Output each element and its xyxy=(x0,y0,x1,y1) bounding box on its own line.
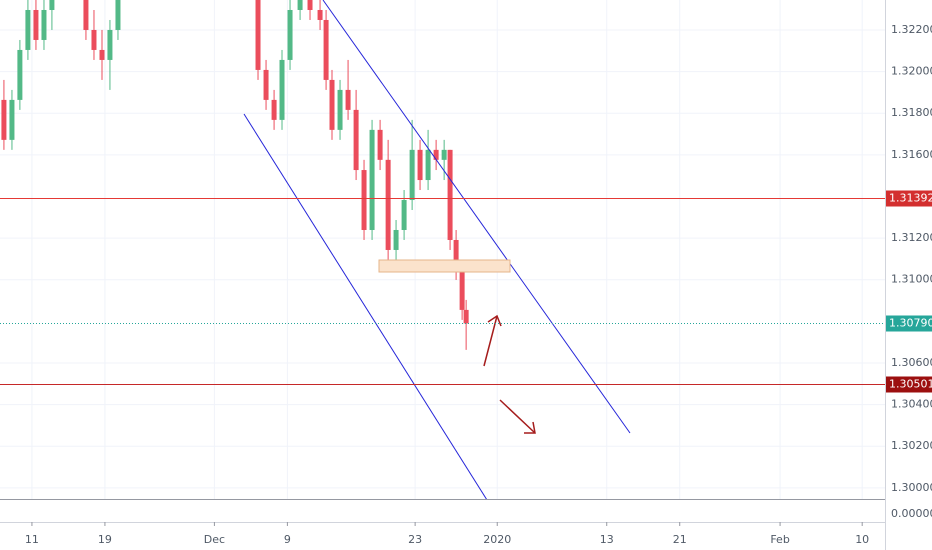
y-tick-label: 1.30200 xyxy=(891,439,932,452)
candle-body xyxy=(33,9,39,40)
candle-body xyxy=(1,99,7,140)
candle-body xyxy=(99,49,105,60)
x-tick-label: 10 xyxy=(855,533,869,546)
y-tick-label: 1.31800 xyxy=(891,106,932,119)
candle-body xyxy=(287,9,293,60)
candle-body xyxy=(409,149,415,201)
price-label-box xyxy=(885,190,932,207)
x-tick-label: 13 xyxy=(600,533,614,546)
x-tick-label: 9 xyxy=(284,533,291,546)
candle-body xyxy=(317,9,323,20)
channel-lower xyxy=(243,113,487,499)
y-tick-label: 1.30000 xyxy=(891,481,932,494)
candle-body xyxy=(271,99,277,120)
y-tick-label: 1.32000 xyxy=(891,65,932,78)
candle-body xyxy=(433,149,439,160)
candle-body xyxy=(41,9,47,40)
candle-body xyxy=(441,149,447,160)
price-lines: 1.31392 1.30501 1.30790 xyxy=(0,190,932,393)
candle-body xyxy=(463,309,469,324)
x-tick-label: 2020 xyxy=(483,533,511,546)
candle-body xyxy=(453,239,459,270)
y-tick-label: 1.30600 xyxy=(891,356,932,369)
x-tick-label: Dec xyxy=(204,533,225,546)
grid xyxy=(0,0,885,499)
candle-body xyxy=(353,109,359,171)
x-tick-label: 11 xyxy=(25,533,39,546)
price-label-box xyxy=(885,376,932,393)
candle-body xyxy=(17,49,23,100)
candle-body xyxy=(417,149,423,181)
candle-body xyxy=(263,69,269,100)
zone xyxy=(378,259,511,273)
candle-body xyxy=(91,29,97,50)
x-tick-label: Feb xyxy=(770,533,789,546)
candle-body xyxy=(83,0,89,30)
y-tick-label: 1.30400 xyxy=(891,398,932,411)
y-tick-label: 1.31000 xyxy=(891,273,932,286)
drawings xyxy=(243,0,631,499)
candle-body xyxy=(279,59,285,120)
channel-upper xyxy=(322,0,631,434)
candle-body xyxy=(393,229,399,250)
y-tick-label: 1.31600 xyxy=(891,148,932,161)
last-price-box xyxy=(885,315,932,332)
candle-body xyxy=(307,0,313,10)
axes: 1.32200 1.32000 1.31800 1.31600 1.31200 1.310… xyxy=(25,23,932,546)
candle-body xyxy=(369,129,375,230)
candle-body xyxy=(385,159,391,250)
candle-body xyxy=(345,89,351,110)
candle-body xyxy=(459,269,465,310)
price-label: 1.31392 xyxy=(889,192,932,205)
candle-body xyxy=(425,149,431,181)
price-label: 1.30501 xyxy=(889,378,932,391)
candle-body xyxy=(329,79,335,130)
candle-body xyxy=(361,170,367,230)
candle-body xyxy=(447,149,453,240)
candle-body xyxy=(401,200,407,230)
x-tick-label: 23 xyxy=(408,533,422,546)
y-tick-label: 1.31200 xyxy=(891,231,932,244)
candle-body xyxy=(337,89,343,130)
candle-body xyxy=(377,129,383,160)
x-tick-label: 21 xyxy=(673,533,687,546)
candle-body xyxy=(323,19,329,80)
candle-body xyxy=(25,9,31,50)
x-tick-label: 19 xyxy=(98,533,112,546)
candle-body xyxy=(107,29,113,60)
y-tick-label: 1.32200 xyxy=(891,23,932,36)
candle-body xyxy=(115,0,121,30)
arrow-up xyxy=(483,314,502,367)
candle-body xyxy=(255,0,261,70)
candle-body xyxy=(9,99,15,140)
candle-body xyxy=(297,0,303,10)
candle-body xyxy=(49,0,55,10)
last-price-label: 1.30790 xyxy=(889,317,932,330)
indicator-axis-label: 0.00000 xyxy=(891,507,932,520)
candles xyxy=(1,0,469,350)
arrow-down xyxy=(499,399,536,434)
